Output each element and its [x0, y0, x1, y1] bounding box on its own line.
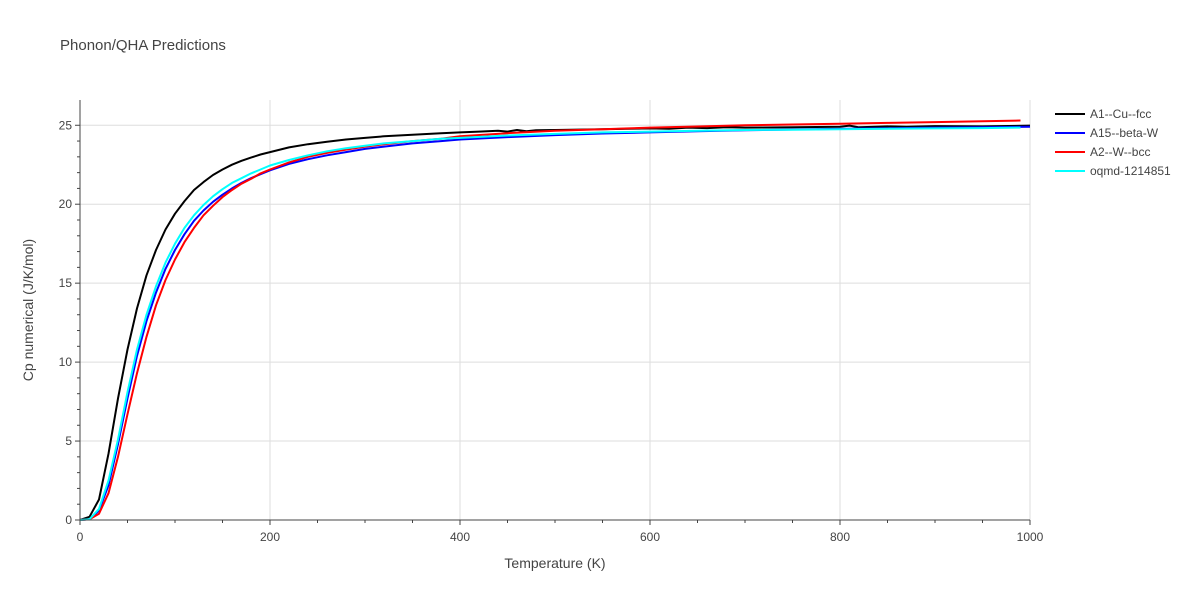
legend-item-a15-beta-w[interactable]: A15--beta-W: [1055, 126, 1159, 140]
x-tick-label: 0: [77, 530, 84, 544]
y-axis-title: Cp numerical (J/K/mol): [20, 239, 36, 381]
x-tick-label: 200: [260, 530, 280, 544]
legend-item-a2-w-bcc[interactable]: A2--W--bcc: [1055, 145, 1150, 159]
x-tick-label: 600: [640, 530, 660, 544]
legend[interactable]: A1--Cu--fcc A15--beta-W A2--W--bcc oqmd-121…: [1055, 107, 1171, 178]
x-tick-label: 800: [830, 530, 850, 544]
x-tick-label: 1000: [1017, 530, 1044, 544]
y-tick-label: 25: [59, 118, 73, 132]
x-tick-label: 400: [450, 530, 470, 544]
series-line-a1-cu-fcc: [79, 124, 1031, 521]
legend-label: oqmd-1214851: [1090, 164, 1171, 178]
series-line-oqmd-1214851: [79, 126, 1021, 521]
x-axis-title: Temperature (K): [504, 555, 605, 571]
tick-labels: 0 200 400 600 800 1000 0 5 10 15 20 25: [59, 118, 1044, 544]
y-tick-label: 5: [65, 434, 72, 448]
series-line-a2-w-bcc: [79, 119, 1021, 521]
series-lines: [79, 119, 1031, 521]
y-tick-label: 15: [59, 276, 73, 290]
legend-item-oqmd-1214851[interactable]: oqmd-1214851: [1055, 164, 1171, 178]
axes: [75, 100, 1031, 525]
series-line-a15-beta-w: [79, 125, 1031, 521]
y-tick-label: 10: [59, 355, 73, 369]
chart-title: Phonon/QHA Predictions: [60, 37, 226, 54]
legend-label: A2--W--bcc: [1090, 145, 1150, 159]
grid-lines: [80, 100, 1031, 520]
legend-item-a1-cu-fcc[interactable]: A1--Cu--fcc: [1055, 107, 1151, 121]
legend-label: A1--Cu--fcc: [1090, 107, 1151, 121]
y-tick-label: 20: [59, 197, 73, 211]
legend-label: A15--beta-W: [1090, 126, 1159, 140]
y-tick-label: 0: [65, 513, 72, 527]
